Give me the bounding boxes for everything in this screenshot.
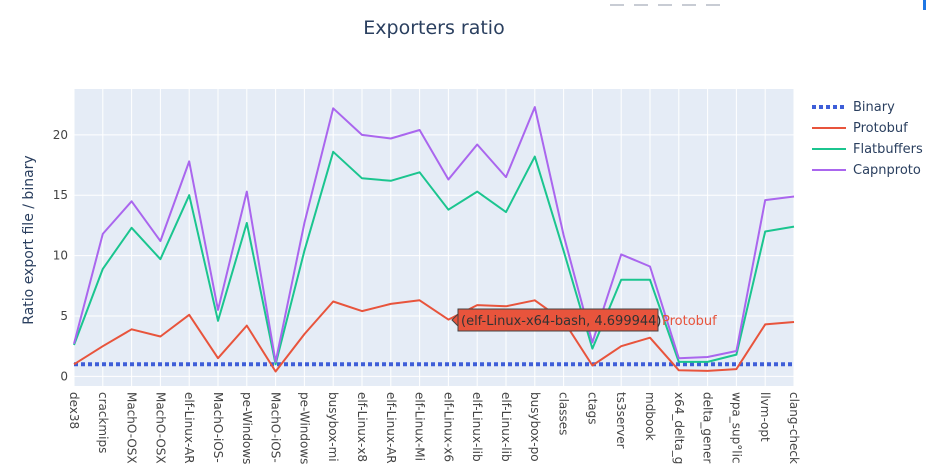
y-tick-label: 15 (53, 188, 68, 202)
x-tick-label: ctags (585, 392, 599, 425)
plot-area (74, 89, 794, 386)
series-line-flatbuffers (73, 150, 795, 366)
y-ticks: 0 5 10 15 20 (53, 128, 68, 383)
hover-label: (elf-Linux-x64-bash, 4.699944) Protobuf (451, 308, 717, 332)
x-tick-label: delta_gener (701, 392, 715, 463)
x-tick-label: pe-Windows (297, 392, 311, 464)
x-tick-label: clang-check (787, 392, 801, 464)
x-tick-label: classes (557, 392, 571, 435)
x-tick-label: elf-Linux-lib (499, 392, 513, 462)
grid (73, 89, 795, 386)
x-tick-label: busybox-mi (326, 392, 340, 462)
zoom-in-icon[interactable] (658, 0, 672, 6)
x-tick-label: elf-Linux-x8 (355, 392, 369, 462)
x-tick-label: MachO-OSX (125, 392, 139, 464)
zoom-icon[interactable] (610, 0, 624, 6)
zoom-out-icon[interactable] (682, 0, 696, 6)
x-tick-label: elf-Linux-x6 (441, 392, 455, 462)
reset-axes-icon[interactable] (706, 0, 720, 6)
x-tick-label: x64_delta_g (672, 392, 686, 464)
hover-text: (elf-Linux-x64-bash, 4.699944) (461, 314, 661, 329)
x-tick-label: mdbook (643, 392, 657, 441)
x-tick-label: wpa_sup°lic (729, 392, 743, 464)
chart-title: Exporters ratio (363, 17, 504, 39)
x-tick-label: llvm-opt (758, 392, 772, 442)
pan-icon[interactable] (634, 0, 648, 6)
y-axis-label: Ratio export file / binary (21, 155, 37, 324)
x-tick-label: MachO-iOS- (211, 392, 225, 463)
hover-arrow (451, 312, 459, 328)
legend[interactable]: Binary Protobuf Flatbuffers Capnproto (812, 100, 923, 178)
x-ticks: dex38 crackmips MachO-OSX MachO-OSX elf-Linu… (67, 392, 801, 464)
y-tick-label: 5 (60, 309, 68, 323)
x-tick-label: busybox-po (528, 392, 542, 462)
y-tick-label: 20 (53, 128, 68, 142)
x-tick-label: elf-Linux-Mi (413, 392, 427, 461)
legend-item-capnproto[interactable]: Capnproto (853, 163, 921, 178)
x-tick-label: MachO-OSX (153, 392, 167, 464)
x-tick-label: dex38 (67, 392, 81, 429)
x-tick-label: elf-Linux-lib (470, 392, 484, 462)
series-line-capnproto (73, 106, 795, 363)
x-tick-label: ts3server (614, 392, 628, 449)
legend-item-binary[interactable]: Binary (853, 100, 895, 115)
legend-item-flatbuffers[interactable]: Flatbuffers (853, 142, 923, 157)
y-tick-label: 10 (53, 249, 68, 263)
x-tick-label: elf-Linux-AR (182, 392, 196, 464)
hover-series: Protobuf (662, 314, 717, 329)
edge-marker (923, 0, 926, 10)
series-lines (73, 106, 795, 373)
y-tick-label: 0 (60, 369, 68, 383)
x-tick-label: MachO-iOS- (269, 392, 283, 463)
x-tick-label: pe-Windows (240, 392, 254, 464)
modebar[interactable] (610, 0, 720, 6)
x-tick-label: elf-Linux-AR (384, 392, 398, 464)
legend-item-protobuf[interactable]: Protobuf (853, 121, 908, 136)
x-tick-label: crackmips (96, 392, 110, 453)
series-line-protobuf (73, 299, 795, 373)
